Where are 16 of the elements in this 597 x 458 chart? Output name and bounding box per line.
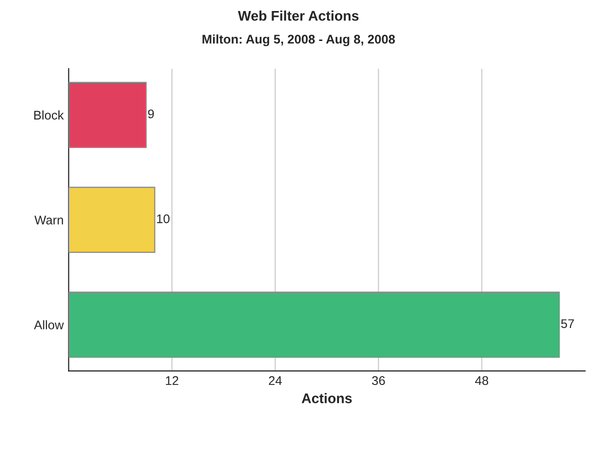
bar (68, 82, 147, 148)
data-label: 10 (157, 214, 170, 224)
y-tick-label: Allow (34, 320, 64, 330)
y-tick-label: Block (34, 110, 64, 120)
x-tick-label: 24 (268, 376, 282, 385)
x-tick-label: 48 (475, 376, 488, 386)
bar (68, 292, 560, 358)
chart-subtitle: Milton: Aug 5, 2008 - Aug 8, 2008 (202, 34, 395, 46)
bar (68, 186, 156, 253)
y-tick-label: Warn (34, 216, 63, 224)
x-tick-label: 12 (166, 376, 178, 385)
x-tick-label: 36 (372, 376, 385, 386)
data-label: 57 (561, 319, 574, 328)
chart-title: Web Filter Actions (238, 10, 359, 21)
data-label: 9 (148, 109, 154, 118)
x-axis-title: Actions (302, 393, 352, 404)
